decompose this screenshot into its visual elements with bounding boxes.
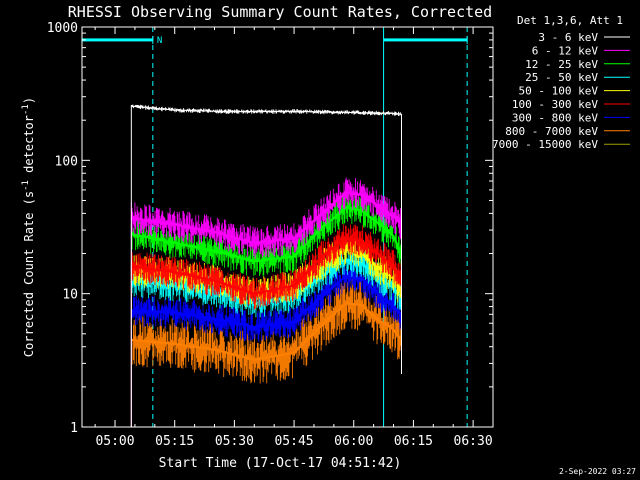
series-line (131, 191, 401, 244)
y-axis-label-sup: -1 (21, 104, 31, 115)
plot-frame (81, 26, 494, 428)
x-tick-label: 06:30 (454, 434, 493, 449)
x-tick-label: 06:15 (394, 434, 433, 449)
x-axis-label: Start Time (17-Oct-17 04:51:42) (159, 456, 402, 471)
legend-label: 50 - 100 keV (519, 85, 599, 98)
y-axis-label-part: Corrected Count Rate (s (22, 191, 36, 357)
x-tick-label: 05:45 (274, 434, 313, 449)
legend-label: 7000 - 15000 keV (492, 138, 598, 151)
legend-label: 12 - 25 keV (525, 58, 598, 71)
series-group (130, 104, 402, 427)
y-tick-label: 100 (55, 154, 78, 169)
legend-label: 3 - 6 keV (538, 31, 598, 44)
y-axis-label-sup: -1 (21, 180, 31, 191)
x-tick-label: 05:15 (155, 434, 194, 449)
legend-title: Det 1,3,6, Att 1 (517, 14, 623, 27)
series-line (131, 206, 401, 263)
x-tick-label: 05:00 (95, 434, 134, 449)
series-line (131, 105, 400, 115)
y-axis-label-part: detector (22, 115, 36, 180)
y-tick-label: 1000 (47, 21, 78, 36)
night-bar (383, 38, 468, 42)
night-label: N (157, 36, 162, 46)
legend-label: 25 - 50 keV (525, 71, 598, 84)
date-stamp: 2-Sep-2022 03:27 (559, 467, 636, 476)
night-bar (82, 38, 153, 42)
legend-label: 100 - 300 keV (512, 98, 598, 111)
y-axis-label: Corrected Count Rate (s-1 detector-1) (21, 97, 36, 357)
x-tick-label: 06:00 (334, 434, 373, 449)
series-line (131, 302, 401, 361)
series-layer (130, 104, 402, 427)
legend-label: 6 - 12 keV (532, 44, 599, 57)
chart-title: RHESSI Observing Summary Count Rates, Co… (68, 3, 492, 21)
axis-layer: 05:00 05:15 05:30 05:45 06:00 06:15 06:30 1 10 10… (47, 21, 494, 449)
series-line (131, 237, 401, 295)
legend-label: 800 - 7000 keV (505, 125, 598, 138)
y-tick-label: 10 (62, 288, 78, 303)
x-tick-label: 05:30 (215, 434, 254, 449)
y-axis-label-part: ) (22, 97, 36, 104)
y-tick-label: 1 (70, 421, 78, 436)
legend-label: 300 - 800 keV (512, 111, 598, 124)
series-line (131, 275, 401, 329)
